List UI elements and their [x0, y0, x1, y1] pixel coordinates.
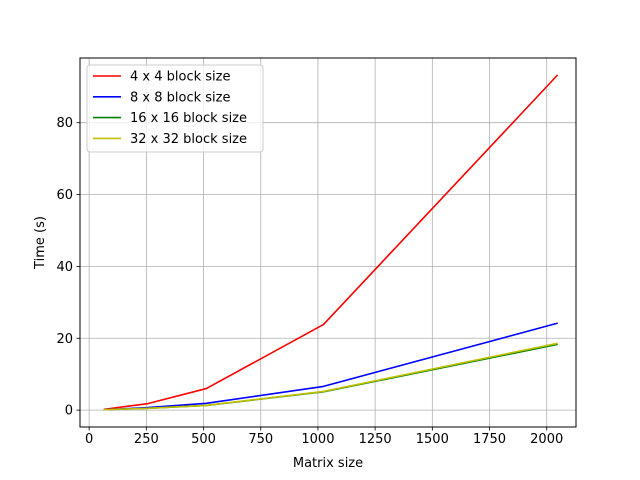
- y-axis-label: Time (s): [33, 216, 48, 270]
- series-lines: [103, 74, 559, 411]
- axis-ticks: 0 250 500 750 1000 1250 1500 1750 2000 0 20 40 60 80: [56, 116, 563, 447]
- x-tick-label: 250: [134, 432, 159, 447]
- plot-frame: [79, 57, 577, 428]
- legend-label-2: 8 x 8 block size: [130, 90, 230, 105]
- y-tick-label: 60: [56, 188, 73, 203]
- legend: 4 x 4 block size 8 x 8 block size 16 x 16 …: [86, 64, 264, 153]
- x-tick-label: 1750: [473, 432, 506, 447]
- legend-label-4: 32 x 32 block size: [130, 132, 247, 147]
- y-tick-label: 0: [65, 404, 73, 419]
- y-tick-label: 40: [56, 260, 73, 275]
- x-tick-label: 750: [248, 432, 273, 447]
- legend-label-1: 4 x 4 block size: [130, 70, 230, 85]
- y-tick-label: 20: [56, 332, 73, 347]
- x-tick-label: 500: [191, 432, 216, 447]
- y-tick-label: 80: [56, 116, 73, 131]
- x-axis-label: Matrix size: [293, 456, 363, 471]
- x-tick-label: 2000: [530, 432, 563, 447]
- legend-box: [86, 64, 264, 153]
- series-line-4: [103, 342, 558, 411]
- x-tick-label: 1500: [416, 432, 449, 447]
- x-tick-label: 1000: [301, 432, 334, 447]
- series-line-1: [103, 74, 559, 411]
- legend-label-3: 16 x 16 block size: [130, 111, 247, 126]
- x-tick-label: 0: [85, 432, 93, 447]
- grid-lines: [80, 58, 576, 427]
- x-tick-label: 1250: [359, 432, 392, 447]
